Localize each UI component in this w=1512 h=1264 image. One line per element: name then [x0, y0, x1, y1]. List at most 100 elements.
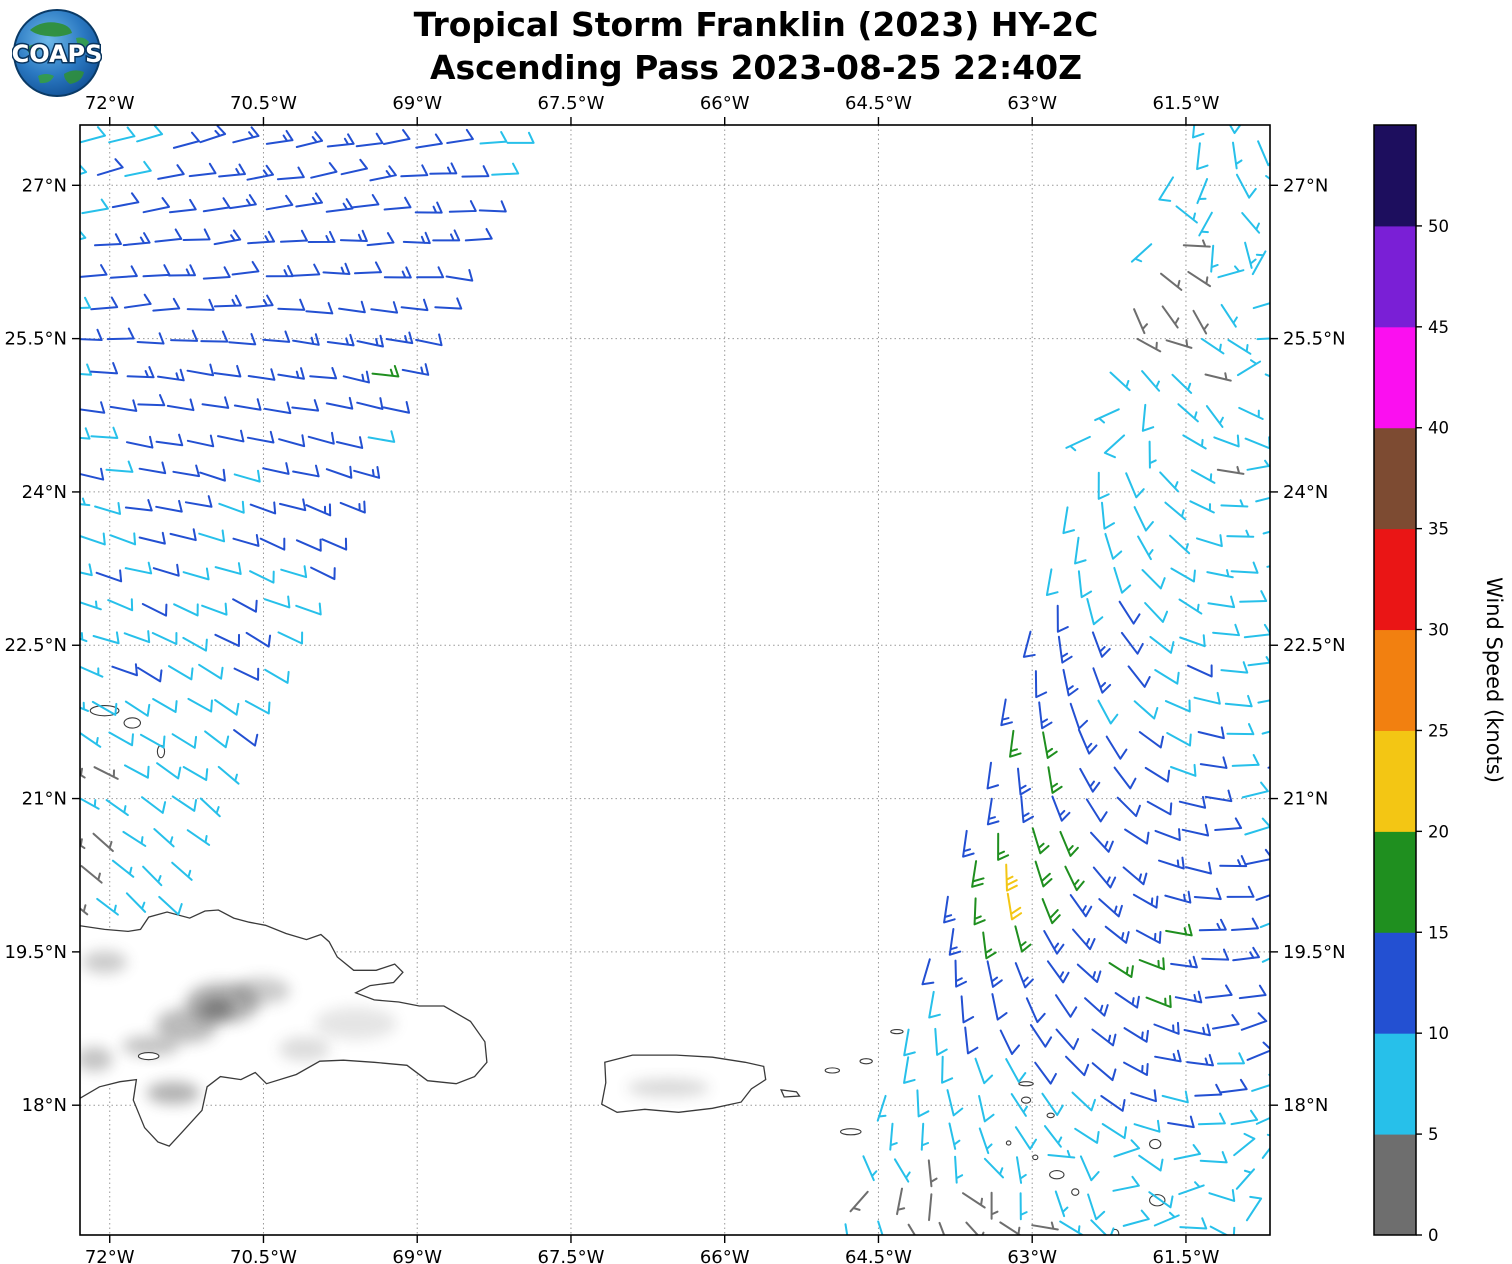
wind-barb — [171, 861, 193, 881]
wind-barb — [80, 532, 106, 546]
wind-barb — [342, 370, 370, 384]
wind-barb — [217, 429, 245, 443]
wind-barb — [1154, 1049, 1182, 1063]
lat-tick-label-left: 18°N — [22, 1095, 67, 1116]
wind-barb — [991, 993, 1008, 1021]
wind-barb — [1236, 359, 1262, 377]
wind-barb — [1239, 590, 1268, 603]
wind-barb — [1124, 828, 1150, 845]
wind-barb — [137, 394, 166, 407]
wind-barb — [459, 98, 486, 112]
wind-barb — [876, 1094, 887, 1122]
wind-barb — [168, 264, 196, 277]
wind-barb — [136, 125, 164, 143]
wind-barb — [1164, 890, 1192, 904]
island-st-eustatius — [1032, 1154, 1039, 1161]
wind-barb — [986, 797, 1000, 826]
wind-barb — [1261, 717, 1270, 735]
wind-barb — [1275, 1204, 1300, 1223]
colorbar-tick-label: 30 — [1428, 621, 1449, 640]
wind-barb — [1086, 598, 1104, 626]
wind-barb — [200, 330, 229, 343]
wind-barb — [1108, 962, 1134, 979]
terrain-shading — [122, 1035, 180, 1057]
wind-barb — [1065, 1055, 1090, 1077]
lon-tick-label-top: 66°W — [700, 93, 750, 114]
wind-barb — [263, 401, 292, 415]
wind-barb — [1113, 766, 1137, 790]
wind-barb — [96, 897, 119, 916]
wind-barb — [416, 266, 445, 279]
wind-barb — [1206, 569, 1234, 579]
wind-barb — [429, 162, 458, 175]
wind-barb — [903, 1056, 916, 1084]
wind-barb — [90, 426, 119, 439]
wind-barb — [217, 765, 240, 785]
wind-barb — [111, 663, 138, 677]
wind-barb — [1269, 976, 1270, 996]
wind-barb — [1232, 946, 1261, 962]
wind-barb — [1219, 1078, 1248, 1094]
wind-barb — [1245, 848, 1270, 865]
wind-barb — [1138, 1154, 1164, 1172]
wind-barb — [277, 631, 304, 645]
wind-barb — [186, 829, 211, 846]
wind-barb — [369, 165, 397, 182]
wind-barb — [279, 498, 307, 512]
wind-barb — [928, 1193, 933, 1222]
wind-barb — [1132, 893, 1159, 909]
lat-tick-label-left: 19.5°N — [4, 942, 67, 963]
wind-barb — [946, 1089, 964, 1117]
wind-barb — [1065, 435, 1091, 452]
wind-barb — [166, 398, 195, 412]
wind-barb — [295, 131, 324, 148]
wind-barb — [1127, 665, 1151, 688]
wind-barb — [265, 129, 294, 145]
wind-barb — [1090, 1219, 1115, 1235]
wind-barb — [414, 201, 443, 214]
wind-barb — [1103, 434, 1126, 459]
wind-barb — [111, 192, 140, 209]
wind-barb — [1261, 942, 1270, 963]
wind-barb — [245, 631, 272, 648]
wind-barb — [1159, 471, 1180, 493]
wind-barb — [1220, 499, 1249, 508]
terrain-shading — [82, 950, 128, 974]
wind-barb — [108, 731, 134, 747]
wind-barb — [152, 698, 178, 714]
wind-barb — [109, 399, 138, 412]
wind-barb — [1192, 309, 1209, 335]
wind-barb — [1101, 501, 1116, 530]
lat-tick-label-right: 22.5°N — [1283, 635, 1346, 656]
wind-barb — [1130, 243, 1153, 263]
wind-barb — [1095, 1252, 1121, 1264]
wind-barb — [889, 1122, 898, 1151]
wind-barb — [1100, 1095, 1126, 1112]
wind-barb — [356, 397, 384, 410]
colorbar-frame — [1373, 124, 1417, 1236]
lat-tick-label-right: 25.5°N — [1283, 329, 1346, 350]
wind-barb — [478, 200, 507, 213]
wind-barb — [1091, 1062, 1117, 1082]
lon-tick-label-bottom: 64.5°W — [845, 1247, 912, 1264]
wind-barb — [1062, 506, 1076, 535]
wind-barb — [461, 165, 490, 178]
lat-tick-label-left: 21°N — [22, 789, 67, 810]
wind-barb — [1144, 766, 1171, 783]
wind-barb — [1079, 1155, 1100, 1182]
wind-barb — [1178, 795, 1207, 809]
wind-barb — [1034, 1061, 1057, 1085]
lat-tick-label-right: 18°N — [1283, 1095, 1328, 1116]
wind-barb — [1006, 892, 1023, 921]
wind-barb — [247, 368, 276, 381]
wind-barb — [1165, 339, 1193, 349]
wind-barb — [1123, 1061, 1149, 1076]
wind-barb — [1167, 1115, 1195, 1129]
wind-barb — [1014, 925, 1032, 953]
island-st-croix — [839, 1128, 862, 1136]
wind-barb — [305, 302, 334, 315]
wind-barb — [1232, 141, 1243, 170]
wind-barb — [1261, 1133, 1270, 1159]
lon-tick-label-bottom: 66°W — [700, 1247, 750, 1264]
wind-barb — [492, 95, 519, 110]
